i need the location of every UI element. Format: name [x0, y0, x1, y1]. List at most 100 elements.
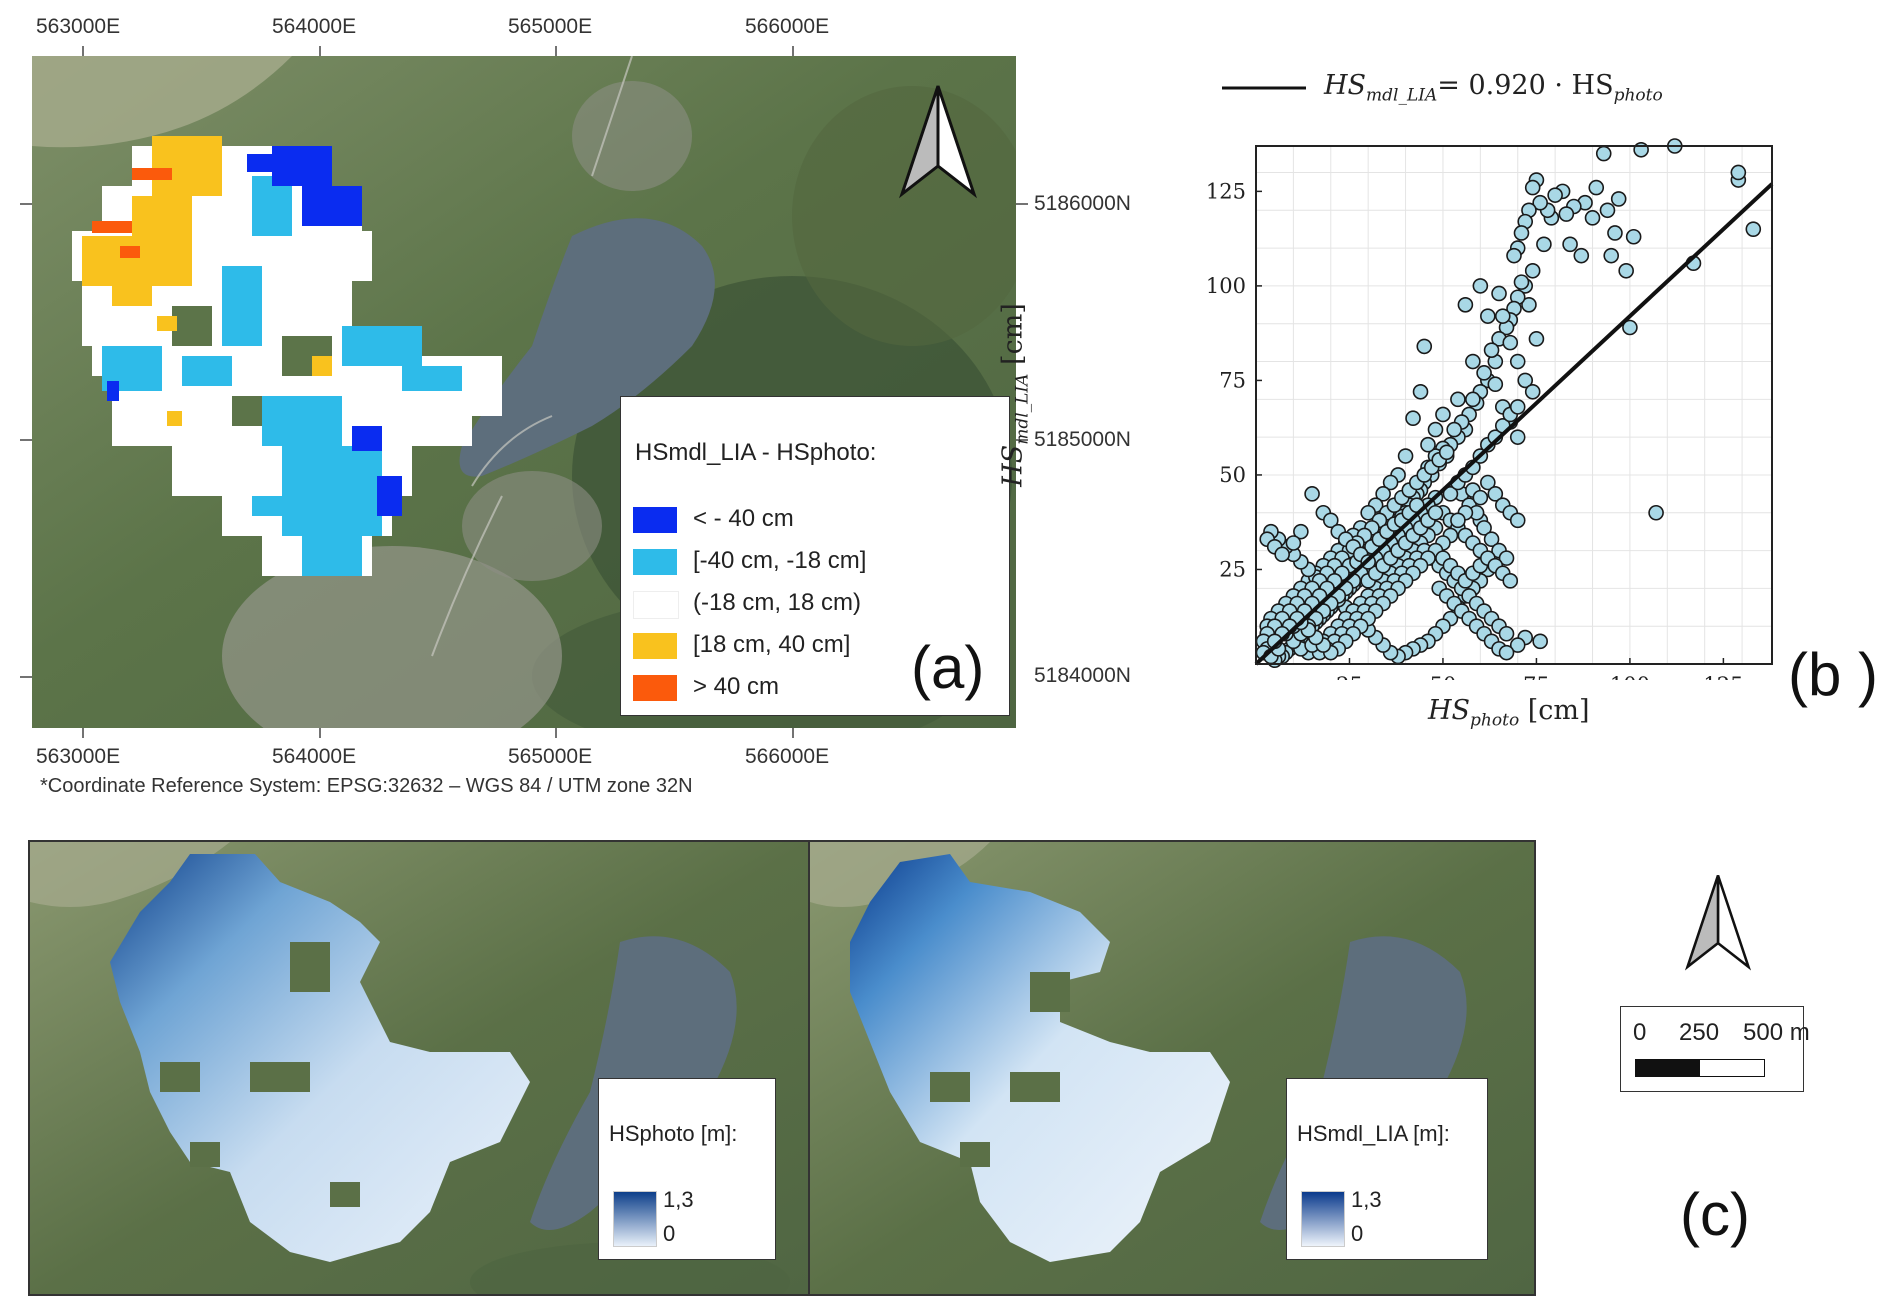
legend-hsphoto-min: 0	[663, 1221, 676, 1246]
scatter-point	[1528, 331, 1545, 347]
y-tick-label: 25	[1219, 557, 1246, 581]
legend-hsphoto: HSphoto [m]: 1,3 0	[598, 1078, 776, 1260]
scatter-point	[1622, 319, 1638, 336]
fit-line	[1254, 182, 1774, 666]
scatter-point	[1465, 353, 1481, 370]
scatter-point	[1427, 421, 1444, 438]
x-tick-bottom-2: 564000E	[272, 745, 357, 768]
scatter-point	[1730, 164, 1747, 181]
scatter-point	[1412, 383, 1429, 400]
x-tick-bottom-1: 563000E	[36, 745, 121, 768]
x-tick-top-4: 566000E	[745, 15, 830, 38]
scatter-point	[1480, 474, 1496, 491]
scatter-point	[1509, 512, 1526, 529]
scatter-point	[1416, 338, 1433, 355]
map-panel-c-right: HSmdl_LIA [m]: 1,3 0	[808, 840, 1536, 1296]
scatter-point	[1476, 520, 1492, 536]
scatter-point	[1480, 308, 1496, 324]
y-tick-1: 5186000N	[1034, 192, 1131, 215]
scatter-point	[1558, 206, 1575, 222]
scatter-point	[1472, 278, 1489, 294]
scatter-point	[1457, 297, 1474, 313]
legend-a-item-3: (-18 cm, 18 cm)	[693, 589, 862, 616]
scatter-point	[1498, 550, 1515, 566]
ylabel-unit: [cm]	[997, 303, 1029, 374]
legend-hsmdl: HSmdl_LIA [m]: 1,3 0	[1286, 1078, 1488, 1260]
legend-a-swatch-4	[633, 633, 677, 659]
scatter-point	[1524, 179, 1541, 196]
legend-a-item-2: [-40 cm, -18 cm]	[693, 547, 867, 574]
scatter-point	[1483, 342, 1500, 358]
y-tick-label: 50	[1219, 463, 1246, 487]
map-panel-a: HSmdl_LIA - HSphoto: < - 40 cm [-40 cm, …	[32, 56, 1016, 728]
scatter-xlabel: HSphoto [cm]	[1428, 695, 1590, 730]
scalebar-0: 0	[1633, 1019, 1647, 1046]
scatter-point	[1285, 535, 1302, 551]
scatter-point	[1509, 429, 1526, 445]
scatter-point	[1562, 236, 1578, 253]
legend-a-swatch-1	[633, 507, 677, 533]
x-tick-bottom-4: 566000E	[745, 745, 830, 768]
scatter-point	[1513, 225, 1530, 241]
scatter-point	[1450, 391, 1466, 408]
legend-hsmdl-min: 0	[1351, 1221, 1364, 1246]
scatter-point	[1360, 504, 1376, 521]
scatter-point	[1498, 644, 1515, 661]
scatter-point	[1607, 225, 1623, 241]
scatter-point	[1618, 262, 1634, 279]
xlabel-main: HS	[1428, 695, 1471, 726]
scatter-point	[1435, 406, 1451, 423]
legend-hsphoto-max: 1,3	[663, 1187, 694, 1212]
legend-a-swatch-5	[633, 675, 677, 701]
scatter-point	[1547, 187, 1563, 203]
scatter-point	[1745, 221, 1762, 237]
y-tick-label: 75	[1219, 368, 1246, 392]
legend-a-item-5: > 40 cm	[693, 673, 780, 700]
scatter-point	[1304, 486, 1320, 502]
x-tick-top-3: 565000E	[508, 15, 593, 38]
scalebar-bar	[1635, 1059, 1765, 1077]
scatter-point	[1274, 546, 1290, 563]
scatter-point	[1382, 474, 1399, 491]
scatter-point	[1293, 523, 1309, 540]
legend-a-swatch-2	[633, 549, 677, 575]
fit-legend-text: HSmdl_LIA= 0.920 · HSphoto	[1324, 70, 1663, 105]
scatter-point	[1491, 285, 1507, 302]
scatter-point	[1465, 391, 1481, 408]
x-tick-bottom-3: 565000E	[508, 745, 593, 768]
scatter-point	[1397, 448, 1414, 464]
scatter-point	[1506, 247, 1522, 264]
fit-legend-line	[1222, 86, 1306, 90]
legend-panel-a: HSmdl_LIA - HSphoto: < - 40 cm [-40 cm, …	[620, 396, 1010, 716]
map-panel-c-left: HSphoto [m]: 1,3 0	[28, 840, 810, 1296]
legend-a-item-1: < - 40 cm	[693, 505, 794, 532]
scatter-ylabel: HSmdl_LIA [cm]	[997, 303, 1032, 487]
scatter-point	[1532, 194, 1548, 211]
fit-rhs-sub: photo	[1613, 85, 1663, 106]
scatter-point	[1322, 512, 1339, 529]
legend-hsmdl-ramp	[1301, 1191, 1345, 1247]
xlabel-unit: [cm]	[1519, 695, 1590, 726]
scatter-point	[1625, 228, 1642, 245]
scatter-point	[1599, 202, 1616, 219]
fit-lhs: HS	[1324, 70, 1367, 101]
panel-c-label: (c)	[1680, 1181, 1750, 1248]
x-tick-label: 50	[1430, 673, 1457, 680]
scatter-point	[1648, 504, 1664, 521]
scatter-point	[1610, 191, 1627, 207]
legend-hsmdl-max: 1,3	[1351, 1187, 1382, 1212]
fit-rhs: = 0.920 · HS	[1437, 70, 1614, 101]
legend-a-title: HSmdl_LIA - HSphoto:	[635, 439, 877, 466]
y-tick-3: 5184000N	[1034, 664, 1131, 687]
x-tick-label: 75	[1523, 673, 1550, 680]
scalebar-box: 0 250 500 m	[1620, 1006, 1810, 1092]
scatter-point	[1487, 376, 1504, 393]
scalebar-250: 250	[1679, 1019, 1720, 1046]
fit-lhs-sub: mdl_LIA	[1366, 85, 1438, 106]
y-tick-label: 100	[1206, 274, 1246, 298]
difference-raster	[72, 136, 502, 576]
panel-a-label: (a)	[911, 634, 985, 701]
x-tick-top-1: 563000E	[36, 15, 121, 38]
scatter-point	[1517, 372, 1534, 389]
legend-a-item-4: [18 cm, 40 cm]	[693, 631, 851, 658]
